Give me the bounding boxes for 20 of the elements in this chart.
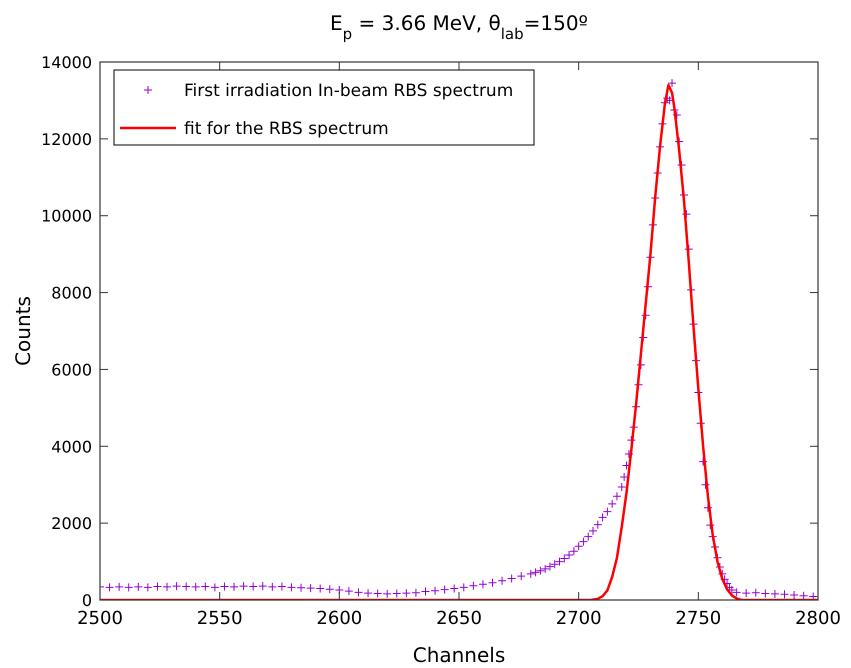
x-tick-label: 2700 [556,608,602,629]
x-tick-label: 2500 [77,608,123,629]
y-tick-label: 12000 [41,130,92,149]
y-tick-label: 4000 [51,437,92,456]
y-tick-label: 8000 [51,284,92,303]
x-tick-label: 2600 [316,608,362,629]
x-axis-title: Channels [412,643,506,667]
y-tick-label: 10000 [41,206,92,226]
y-tick-label: 2000 [51,514,92,534]
legend-label: fit for the RBS spectrum [184,119,389,139]
legend-label: First irradiation In-beam RBS spectrum [184,81,514,101]
y-tick-label: 0 [82,591,92,610]
x-tick-label: 2750 [675,608,722,629]
chart-title: E$_{p}$ = 3.66 MeV, θ$_{lab}$=150º [330,11,588,43]
x-tick-label: 2800 [795,608,841,629]
y-tick-label: 14000 [41,53,92,72]
y-tick-label: 6000 [51,360,92,380]
y-axis-title: Counts [11,296,35,366]
x-tick-label: 2550 [196,608,243,629]
x-tick-label: 2650 [436,608,482,629]
